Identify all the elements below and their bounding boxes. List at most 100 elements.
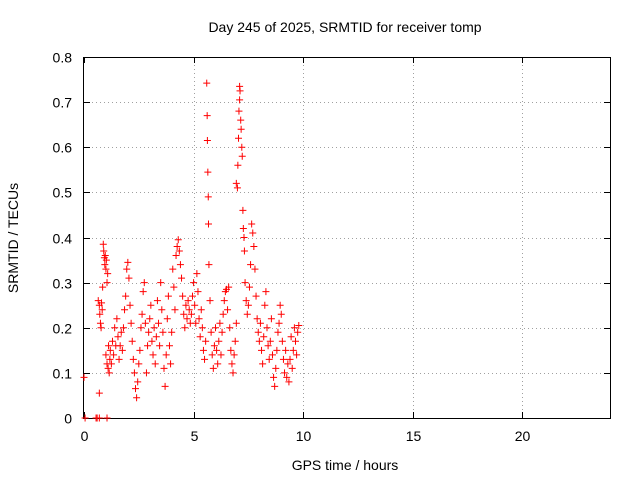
data-point bbox=[244, 301, 252, 309]
data-point bbox=[157, 279, 165, 287]
data-point bbox=[265, 355, 273, 363]
data-point bbox=[201, 355, 209, 363]
data-point bbox=[230, 351, 238, 359]
data-point bbox=[283, 373, 291, 381]
data-point bbox=[258, 346, 266, 354]
data-point bbox=[252, 292, 260, 300]
data-point bbox=[104, 364, 112, 372]
data-point bbox=[263, 324, 271, 332]
x-tick-label: 15 bbox=[406, 428, 422, 444]
data-point bbox=[203, 136, 211, 144]
data-point bbox=[259, 360, 267, 368]
data-point bbox=[127, 319, 135, 327]
data-point bbox=[113, 315, 121, 323]
y-tick-label: 0.8 bbox=[53, 50, 73, 66]
data-point bbox=[215, 337, 223, 345]
data-point bbox=[98, 306, 106, 314]
data-point bbox=[119, 324, 127, 332]
plot-frame bbox=[83, 57, 611, 419]
data-point bbox=[102, 265, 110, 273]
data-point bbox=[102, 351, 110, 359]
data-point bbox=[203, 79, 211, 87]
data-point bbox=[237, 116, 245, 124]
data-point bbox=[167, 360, 175, 368]
data-point bbox=[103, 414, 111, 422]
data-point bbox=[243, 310, 251, 318]
data-point bbox=[274, 328, 282, 336]
data-point bbox=[151, 360, 159, 368]
data-point bbox=[290, 324, 298, 332]
data-point bbox=[100, 247, 108, 255]
data-point bbox=[125, 274, 133, 282]
data-point bbox=[110, 351, 118, 359]
data-point bbox=[169, 265, 177, 273]
data-point bbox=[168, 328, 176, 336]
data-point bbox=[96, 310, 104, 318]
data-point bbox=[117, 328, 125, 336]
data-point bbox=[164, 292, 172, 300]
data-point bbox=[158, 306, 166, 314]
data-point bbox=[129, 355, 137, 363]
data-point bbox=[196, 333, 204, 341]
data-point bbox=[133, 394, 141, 402]
y-tick-label: 0 bbox=[64, 411, 72, 427]
data-point bbox=[207, 328, 215, 336]
data-point bbox=[176, 261, 184, 269]
data-point bbox=[139, 288, 147, 296]
data-point bbox=[273, 346, 281, 354]
x-tick-label: 10 bbox=[296, 428, 312, 444]
data-point bbox=[106, 355, 114, 363]
y-tick-label: 0.2 bbox=[53, 321, 73, 337]
data-point bbox=[245, 283, 253, 291]
data-point bbox=[135, 360, 143, 368]
data-point bbox=[103, 279, 111, 287]
chart-title: Day 245 of 2025, SRMTID for receiver tom… bbox=[208, 19, 481, 35]
data-point bbox=[118, 346, 126, 354]
data-point bbox=[238, 143, 246, 151]
data-point bbox=[122, 292, 130, 300]
data-point bbox=[187, 310, 195, 318]
data-point bbox=[105, 342, 113, 350]
data-point bbox=[96, 319, 104, 327]
y-tick-label: 0.3 bbox=[53, 276, 73, 292]
data-point bbox=[239, 224, 247, 232]
data-point bbox=[232, 179, 240, 187]
data-point bbox=[104, 270, 112, 278]
data-point bbox=[116, 342, 124, 350]
data-point bbox=[115, 355, 123, 363]
data-point bbox=[218, 328, 226, 336]
data-point bbox=[202, 337, 210, 345]
data-point bbox=[183, 315, 191, 323]
data-point bbox=[138, 310, 146, 318]
data-point bbox=[150, 324, 158, 332]
data-point bbox=[285, 378, 293, 386]
data-point bbox=[97, 324, 105, 332]
data-point bbox=[287, 333, 295, 341]
data-point bbox=[238, 152, 246, 160]
data-point bbox=[178, 274, 186, 282]
y-tick-label: 0.4 bbox=[53, 231, 73, 247]
data-point bbox=[98, 299, 106, 307]
data-point bbox=[148, 337, 156, 345]
data-point bbox=[254, 328, 262, 336]
data-point bbox=[266, 337, 274, 345]
data-point bbox=[159, 328, 167, 336]
data-point bbox=[80, 373, 88, 381]
data-point bbox=[174, 236, 182, 244]
data-point bbox=[128, 337, 136, 345]
data-point bbox=[198, 324, 206, 332]
data-point bbox=[203, 112, 211, 120]
data-point bbox=[191, 301, 199, 309]
data-point bbox=[241, 279, 249, 287]
data-point bbox=[95, 414, 103, 422]
data-point bbox=[185, 306, 193, 314]
data-point bbox=[220, 297, 228, 305]
data-point bbox=[267, 315, 275, 323]
data-point bbox=[276, 301, 284, 309]
data-point bbox=[233, 184, 241, 192]
data-point bbox=[228, 360, 236, 368]
data-point bbox=[291, 337, 299, 345]
x-tick-label: 20 bbox=[515, 428, 531, 444]
data-point bbox=[171, 306, 179, 314]
data-point bbox=[279, 355, 287, 363]
